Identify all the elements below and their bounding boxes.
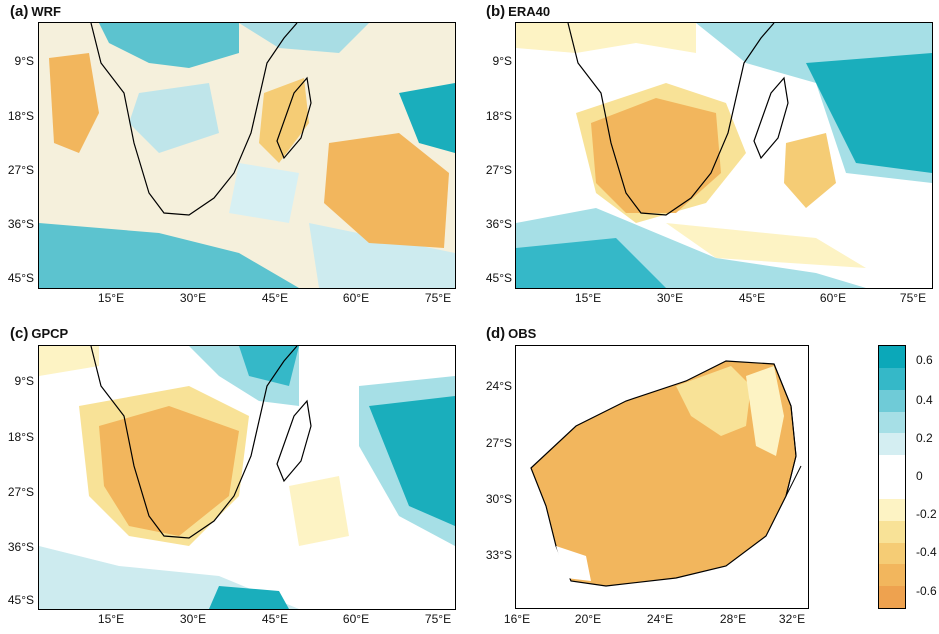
colorbar-segment [879, 498, 905, 522]
panel-name: ERA40 [508, 4, 551, 19]
colorbar-segment [879, 477, 905, 500]
colorbar-segment [879, 564, 905, 587]
panel-name: OBS [508, 326, 537, 341]
y-tick: 30°S [485, 492, 512, 506]
x-tick: 75°E [424, 291, 452, 305]
colorbar-segment [879, 346, 905, 369]
y-tick: 27°S [485, 163, 512, 177]
panel-letter: (b) [486, 3, 506, 20]
y-tick: 33°S [485, 548, 512, 562]
map-era40 [515, 22, 933, 289]
y-tick: 45°S [7, 271, 34, 285]
map-wrf [38, 22, 456, 289]
panel-name: WRF [31, 4, 61, 19]
y-tick: 36°S [7, 217, 34, 231]
colorbar-label: 0.4 [916, 393, 933, 407]
y-tick: 18°S [485, 109, 512, 123]
colorbar [878, 345, 906, 609]
colorbar-label: -0.6 [916, 584, 937, 598]
colorbar-label: 0 [916, 469, 923, 483]
x-tick: 60°E [342, 612, 370, 626]
map-gpcp [38, 345, 456, 610]
y-tick: 45°S [7, 593, 34, 607]
colorbar-segment [879, 455, 905, 478]
colorbar-label: 0.2 [916, 431, 933, 445]
x-tick: 15°E [574, 291, 602, 305]
x-tick: 60°E [342, 291, 370, 305]
y-tick: 18°S [7, 430, 34, 444]
panel-letter: (c) [10, 325, 29, 342]
y-tick: 36°S [485, 217, 512, 231]
y-tick: 36°S [7, 540, 34, 554]
colorbar-segment [879, 586, 905, 608]
panel-letter: (a) [10, 3, 29, 20]
x-tick: 24°E [646, 612, 674, 626]
y-tick: 45°S [485, 271, 512, 285]
panel-title-wrf: (a) WRF [10, 3, 61, 20]
y-tick: 9°S [14, 54, 34, 68]
panel-title-era40: (b) ERA40 [486, 3, 550, 20]
colorbar-segment [879, 389, 905, 412]
x-tick: 28°E [719, 612, 747, 626]
colorbar-segment [879, 433, 905, 456]
x-tick: 30°E [656, 291, 684, 305]
colorbar-label: -0.2 [916, 507, 937, 521]
x-tick: 30°E [179, 291, 207, 305]
x-tick: 45°E [261, 291, 289, 305]
panel-title-gpcp: (c) GPCP [10, 325, 68, 342]
x-tick: 75°E [424, 612, 452, 626]
x-tick: 15°E [97, 291, 125, 305]
x-tick: 30°E [179, 612, 207, 626]
y-tick: 9°S [492, 54, 512, 68]
colorbar-segment [879, 542, 905, 565]
map-obs [515, 345, 809, 609]
x-tick: 45°E [738, 291, 766, 305]
x-tick: 15°E [97, 612, 125, 626]
panel-letter: (d) [486, 325, 506, 342]
x-tick: 75°E [899, 291, 927, 305]
panel-name: GPCP [31, 326, 69, 341]
panel-title-obs: (d) OBS [486, 325, 536, 342]
x-tick: 32°E [778, 612, 806, 626]
y-tick: 18°S [7, 109, 34, 123]
colorbar-segment [879, 520, 905, 543]
y-tick: 27°S [7, 163, 34, 177]
colorbar-label: -0.4 [916, 545, 937, 559]
colorbar-label: 0.6 [916, 353, 933, 367]
y-tick: 24°S [485, 379, 512, 393]
colorbar-segment [879, 367, 905, 391]
y-tick: 27°S [7, 485, 34, 499]
y-tick: 27°S [485, 436, 512, 450]
x-tick: 16°E [503, 612, 531, 626]
x-tick: 20°E [574, 612, 602, 626]
x-tick: 60°E [819, 291, 847, 305]
colorbar-segment [879, 411, 905, 434]
y-tick: 9°S [14, 374, 34, 388]
x-tick: 45°E [261, 612, 289, 626]
